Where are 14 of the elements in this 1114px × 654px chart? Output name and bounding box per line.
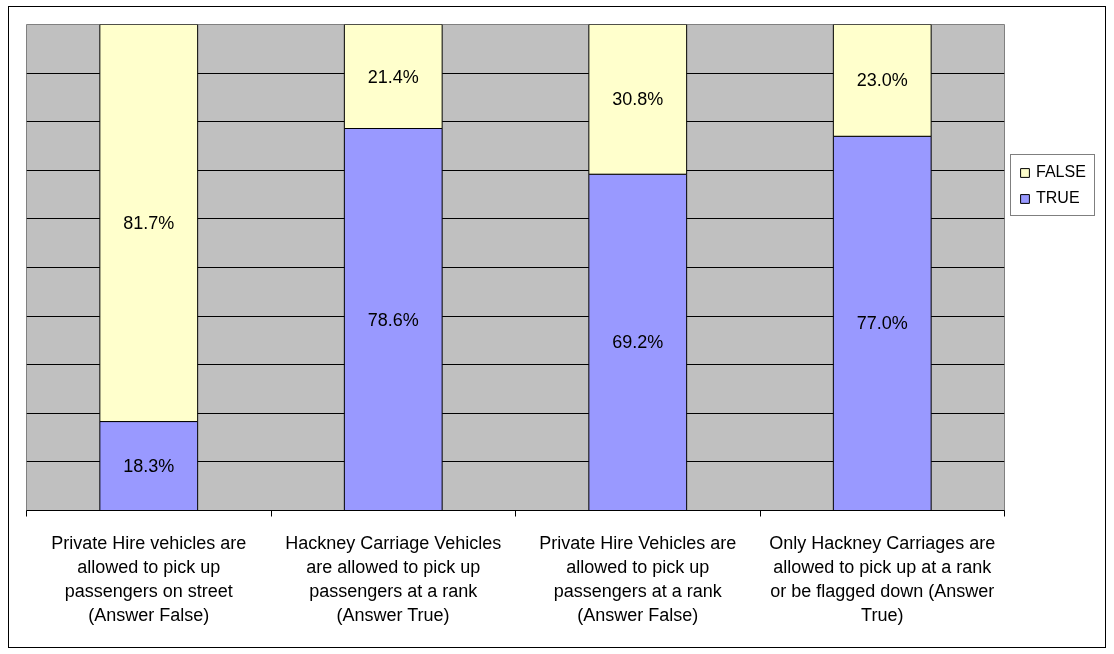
data-label: 81.7% — [123, 213, 175, 234]
data-label: 78.6% — [367, 309, 419, 330]
x-tick-label: Only Hackney Carriages are allowed to pick up at a rank or be flagged down (Answer True) — [769, 532, 996, 625]
data-label: 30.8% — [612, 89, 664, 110]
data-label: 21.4% — [367, 66, 419, 87]
data-label: 69.2% — [612, 332, 664, 353]
x-tick-label: Hackney Carriage Vehicles are allowed to pick up passengers at a rank (Answer True) — [285, 532, 502, 625]
x-tick-label: Private Hire vehicles are allowed to pick up passengers on street (Answer False) — [51, 532, 247, 625]
data-label: 18.3% — [123, 456, 175, 477]
data-label: 23.0% — [856, 70, 908, 91]
legend-label: FALSE — [1036, 163, 1086, 181]
data-label: 77.0% — [856, 313, 908, 334]
legend-label: TRUE — [1036, 189, 1080, 207]
x-tick-label: Private Hire Vehicles are allowed to pick up passengers at a rank (Answer False) — [539, 532, 737, 625]
